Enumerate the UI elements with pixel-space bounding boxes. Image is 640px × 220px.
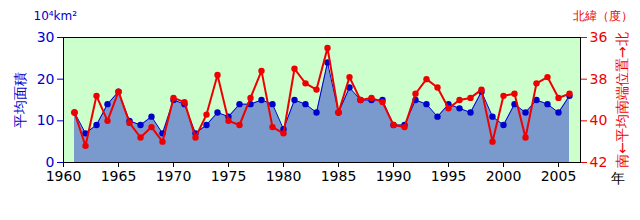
svg-text:42: 42	[590, 154, 608, 170]
svg-text:1975: 1975	[211, 168, 247, 184]
svg-text:平均面積: 平均面積	[12, 72, 28, 128]
svg-text:30: 30	[37, 29, 55, 45]
svg-text:10⁴km²: 10⁴km²	[34, 9, 78, 23]
svg-text:1970: 1970	[156, 168, 192, 184]
svg-text:0: 0	[46, 154, 55, 170]
svg-text:1985: 1985	[321, 168, 357, 184]
svg-text:1965: 1965	[101, 168, 137, 184]
svg-text:2005: 2005	[541, 168, 577, 184]
svg-text:36: 36	[590, 29, 608, 45]
svg-text:1995: 1995	[431, 168, 467, 184]
svg-text:北緯（度）: 北緯（度）	[573, 9, 633, 23]
svg-text:南←平均南端位置→北: 南←平均南端位置→北	[614, 32, 630, 167]
svg-text:1960: 1960	[46, 168, 82, 184]
svg-text:20: 20	[37, 71, 55, 87]
svg-text:2000: 2000	[486, 168, 522, 184]
svg-text:10: 10	[37, 112, 55, 128]
svg-text:40: 40	[590, 112, 608, 128]
svg-text:年: 年	[611, 170, 625, 186]
svg-text:38: 38	[590, 71, 608, 87]
svg-text:1990: 1990	[376, 168, 412, 184]
svg-text:1980: 1980	[266, 168, 302, 184]
